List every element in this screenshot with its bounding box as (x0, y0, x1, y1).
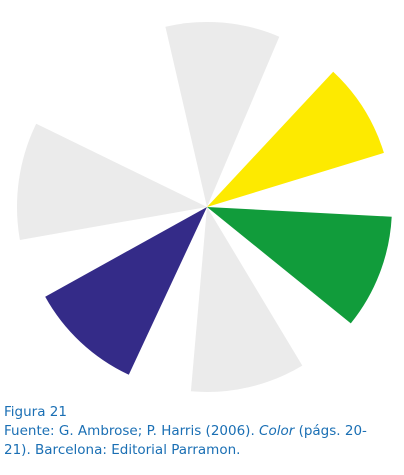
segment-right (207, 207, 392, 324)
figure-source-line-2: 21). Barcelona: Editorial Parramon. (4, 442, 241, 458)
figure-label: Figura 21 (4, 404, 67, 420)
segment-top (165, 21, 280, 208)
segment-top-right (207, 71, 384, 207)
source-suffix: (págs. 20- (294, 423, 367, 439)
figure-caption: Figura 21 Fuente: G. Ambrose; P. Harris … (4, 403, 400, 460)
segment-bottom (190, 207, 303, 393)
source-prefix: Fuente: G. Ambrose; P. Harris (2006). (4, 423, 260, 439)
segment-bottom-left (45, 207, 208, 375)
source-title: Color (259, 423, 295, 439)
segment-left (17, 123, 207, 240)
figure-source-line-1: Fuente: G. Ambrose; P. Harris (2006). Co… (4, 422, 400, 441)
color-wheel (17, 21, 392, 393)
